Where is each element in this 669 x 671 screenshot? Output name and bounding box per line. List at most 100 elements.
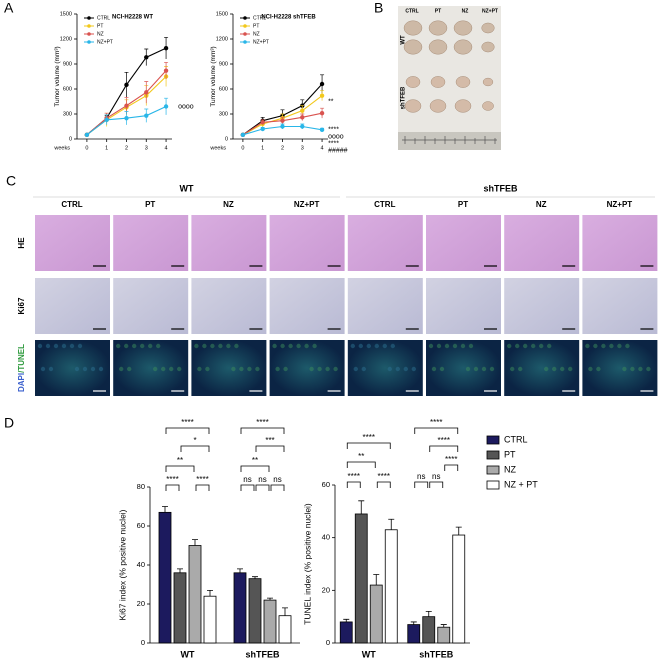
stain-dot bbox=[510, 366, 515, 372]
stain-dot bbox=[119, 366, 124, 372]
stain-dot bbox=[127, 366, 132, 372]
stain-dot bbox=[61, 343, 67, 349]
column-label: CTRL bbox=[374, 200, 395, 209]
tumor bbox=[430, 76, 446, 88]
error-bar bbox=[455, 526, 462, 536]
x-tick-label: 3 bbox=[145, 145, 148, 151]
photo-column-label: NZ+PT bbox=[482, 8, 498, 14]
y-axis-label: Tumor volume (mm³) bbox=[210, 46, 217, 106]
point bbox=[280, 118, 285, 123]
stain-name: DAPI bbox=[17, 373, 26, 392]
annotation: **** bbox=[328, 127, 339, 134]
micrograph bbox=[582, 215, 658, 271]
panel-label: A bbox=[4, 0, 14, 16]
point bbox=[300, 108, 305, 113]
significance-label: ns bbox=[417, 472, 425, 481]
error-bar bbox=[282, 607, 288, 616]
point bbox=[280, 124, 285, 129]
error-bar bbox=[425, 611, 432, 617]
legend-swatch bbox=[486, 465, 500, 475]
column-label: PT bbox=[458, 200, 468, 209]
significance-label: **** bbox=[430, 418, 442, 427]
significance-label: **** bbox=[256, 418, 268, 427]
significance-bracket bbox=[165, 427, 210, 434]
y-tick-label: 40 bbox=[137, 560, 145, 569]
x-tick-label: shTFEB bbox=[245, 649, 280, 659]
significance-label: **** bbox=[445, 455, 457, 464]
tumor bbox=[482, 101, 494, 111]
bar bbox=[339, 621, 353, 644]
error-bar bbox=[343, 618, 350, 622]
point bbox=[124, 115, 129, 121]
stain-dot bbox=[325, 366, 330, 372]
error-bar bbox=[388, 518, 395, 530]
legend-label: NZ bbox=[97, 31, 104, 37]
stain-dot bbox=[74, 366, 80, 372]
legend-marker bbox=[243, 24, 247, 28]
photo-column-label: CTRL bbox=[405, 8, 418, 14]
x-tick-label: 1 bbox=[105, 145, 108, 151]
significance-bracket bbox=[414, 427, 459, 434]
tumor bbox=[403, 39, 423, 55]
stain-dot bbox=[585, 343, 590, 349]
micrograph bbox=[113, 340, 189, 396]
stain-dot bbox=[465, 366, 471, 372]
legend-label: CTRL bbox=[504, 434, 528, 444]
point bbox=[144, 55, 149, 60]
photo-row-label: WT bbox=[401, 35, 407, 45]
stain-dot bbox=[395, 366, 400, 372]
significance-bracket bbox=[165, 484, 180, 491]
annotation: ** bbox=[328, 99, 334, 106]
stain-dot bbox=[387, 366, 392, 372]
stain-dot bbox=[197, 366, 202, 372]
stain-dot bbox=[382, 343, 387, 349]
legend-label: NZ bbox=[253, 31, 260, 37]
stain-dot bbox=[617, 343, 622, 349]
error-bar bbox=[192, 539, 198, 546]
tumor bbox=[482, 77, 494, 87]
legend-marker bbox=[243, 16, 247, 20]
stain-dot bbox=[218, 343, 223, 349]
bar bbox=[233, 572, 247, 644]
stain-dot bbox=[333, 366, 338, 372]
micrograph bbox=[426, 215, 501, 271]
significance-bracket bbox=[270, 484, 285, 491]
significance-label: **** bbox=[181, 418, 193, 427]
x-tick-label: WT bbox=[181, 649, 195, 659]
legend-marker bbox=[87, 40, 91, 44]
x-tick-label: 1 bbox=[261, 145, 264, 151]
bar bbox=[422, 616, 436, 644]
stain-dot bbox=[48, 366, 54, 372]
legend-label: NZ+PT bbox=[97, 39, 113, 45]
stain-dot bbox=[148, 343, 153, 349]
legend-label: CTRL bbox=[97, 15, 110, 21]
stain-dot bbox=[596, 366, 601, 372]
annotation: ##### bbox=[328, 148, 348, 155]
micrograph bbox=[113, 278, 189, 334]
stain-dot bbox=[140, 343, 145, 349]
stain-dot bbox=[124, 343, 129, 349]
point bbox=[84, 132, 90, 138]
tumor bbox=[403, 20, 423, 36]
bar bbox=[278, 615, 292, 644]
stain-dot bbox=[593, 343, 598, 349]
stain-dot bbox=[304, 343, 309, 349]
y-tick-label: 900 bbox=[219, 61, 228, 67]
group-label: shTFEB bbox=[483, 183, 518, 193]
significance-label: **** bbox=[438, 436, 450, 445]
stain-dot bbox=[428, 343, 434, 349]
legend-marker bbox=[243, 40, 247, 44]
x-tick-label: 3 bbox=[301, 145, 304, 151]
micrograph bbox=[504, 215, 580, 271]
tumor bbox=[453, 20, 473, 36]
bar bbox=[248, 578, 262, 644]
stain-dot bbox=[283, 366, 288, 372]
stain-dot bbox=[489, 366, 495, 372]
x-axis-label: weeks bbox=[53, 145, 70, 151]
bar bbox=[173, 572, 187, 644]
x-tick-label: 4 bbox=[321, 145, 324, 151]
stain-dot bbox=[374, 343, 379, 349]
tumor bbox=[404, 99, 422, 113]
annotation: **** bbox=[328, 141, 339, 148]
column-label: NZ+PT bbox=[607, 200, 633, 209]
